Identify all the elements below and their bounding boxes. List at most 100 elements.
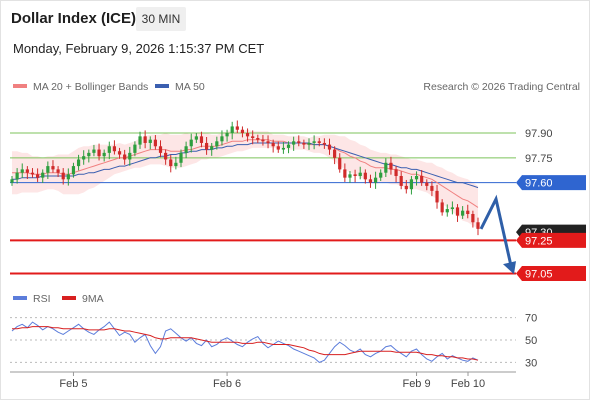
candle bbox=[430, 181, 434, 197]
candle bbox=[425, 179, 429, 191]
candle bbox=[36, 168, 40, 182]
candle bbox=[414, 171, 419, 186]
candle-body bbox=[189, 139, 193, 147]
candle-body bbox=[409, 179, 414, 190]
candle-body bbox=[158, 146, 163, 153]
candle-body bbox=[71, 166, 76, 175]
candle-body bbox=[333, 149, 337, 158]
candle bbox=[245, 128, 250, 142]
candle bbox=[189, 133, 193, 153]
candle bbox=[450, 201, 454, 215]
rsi-line bbox=[11, 321, 479, 363]
candle-body bbox=[379, 172, 383, 178]
candle-body bbox=[476, 222, 480, 229]
chart-datetime: Monday, February 9, 2026 1:15:37 PM CET bbox=[13, 41, 265, 56]
candle bbox=[179, 149, 183, 168]
candle-body bbox=[46, 166, 50, 173]
candle bbox=[476, 217, 480, 236]
candle-body bbox=[220, 136, 224, 142]
candle bbox=[56, 166, 60, 177]
candle-body bbox=[164, 152, 168, 160]
candle-body bbox=[399, 176, 403, 186]
candle bbox=[46, 161, 50, 179]
candle bbox=[466, 204, 470, 219]
candle bbox=[327, 138, 332, 155]
candle bbox=[235, 120, 239, 134]
candle bbox=[445, 204, 449, 217]
candle-body bbox=[368, 179, 373, 183]
candle-body bbox=[199, 136, 204, 143]
candle-body bbox=[363, 172, 367, 180]
candle-body bbox=[414, 176, 419, 180]
candle bbox=[276, 141, 280, 153]
candle bbox=[41, 169, 45, 183]
candle bbox=[123, 149, 127, 165]
candle bbox=[112, 140, 117, 155]
candle bbox=[225, 129, 229, 142]
ma50-line bbox=[12, 142, 479, 189]
candle bbox=[271, 139, 275, 153]
candle-body bbox=[461, 210, 465, 216]
x-tick-label: Feb 9 bbox=[402, 378, 430, 390]
candle-body bbox=[286, 144, 291, 148]
candle-body bbox=[10, 179, 14, 183]
candle bbox=[409, 176, 414, 195]
rsi-tick-label: 50 bbox=[525, 335, 537, 347]
candle bbox=[82, 150, 86, 165]
bollinger-legend-label: MA 20 + Bollinger Bands bbox=[33, 81, 148, 93]
candle bbox=[420, 170, 424, 186]
candle bbox=[266, 135, 270, 149]
candle-body bbox=[123, 154, 127, 160]
candle bbox=[389, 156, 393, 175]
candle bbox=[158, 140, 163, 158]
candle bbox=[15, 168, 19, 184]
candle bbox=[440, 199, 444, 216]
candle-body bbox=[251, 136, 255, 138]
candle bbox=[399, 171, 403, 190]
candle-body bbox=[82, 156, 86, 160]
candle-body bbox=[343, 169, 347, 178]
projection-arrow bbox=[479, 194, 516, 275]
candle-body bbox=[76, 159, 81, 167]
candle-body bbox=[204, 142, 209, 150]
candle bbox=[404, 179, 408, 194]
candle bbox=[10, 176, 14, 186]
candle bbox=[281, 141, 286, 154]
candle-body bbox=[435, 190, 439, 203]
candle bbox=[204, 137, 209, 155]
candle-body bbox=[245, 133, 250, 137]
candle bbox=[358, 166, 362, 180]
candle-body bbox=[133, 144, 137, 153]
candle bbox=[210, 142, 214, 156]
candle-body bbox=[271, 142, 275, 147]
candle bbox=[138, 131, 142, 149]
ma50-legend-label: MA 50 bbox=[175, 81, 205, 93]
candle-body bbox=[153, 139, 157, 147]
candle bbox=[471, 210, 475, 228]
candle bbox=[379, 169, 383, 181]
candle-body bbox=[276, 146, 280, 150]
candle bbox=[117, 147, 122, 159]
candle bbox=[153, 135, 157, 150]
candle-body bbox=[36, 174, 40, 178]
chart-title: Dollar Index (ICE) bbox=[11, 10, 137, 27]
candle-body bbox=[353, 174, 357, 176]
timeframe-badge[interactable]: 30 MIN bbox=[136, 7, 186, 31]
candle bbox=[51, 160, 55, 173]
rsi-ma-legend-swatch bbox=[62, 296, 76, 300]
candle bbox=[25, 166, 29, 179]
support-1-label: 97.25 bbox=[525, 235, 553, 247]
candle-body bbox=[322, 142, 326, 145]
candle-body bbox=[117, 151, 122, 155]
candle-body bbox=[92, 149, 96, 153]
candle-body bbox=[143, 136, 147, 143]
resistance-1-label: 97.75 bbox=[525, 153, 553, 165]
candle bbox=[322, 138, 326, 149]
candle bbox=[199, 131, 204, 148]
rsi-ma-legend-label: 9MA bbox=[82, 293, 104, 305]
candle-body bbox=[15, 172, 19, 180]
candle-body bbox=[235, 126, 239, 130]
candle-body bbox=[51, 166, 55, 170]
candle-body bbox=[87, 152, 91, 157]
